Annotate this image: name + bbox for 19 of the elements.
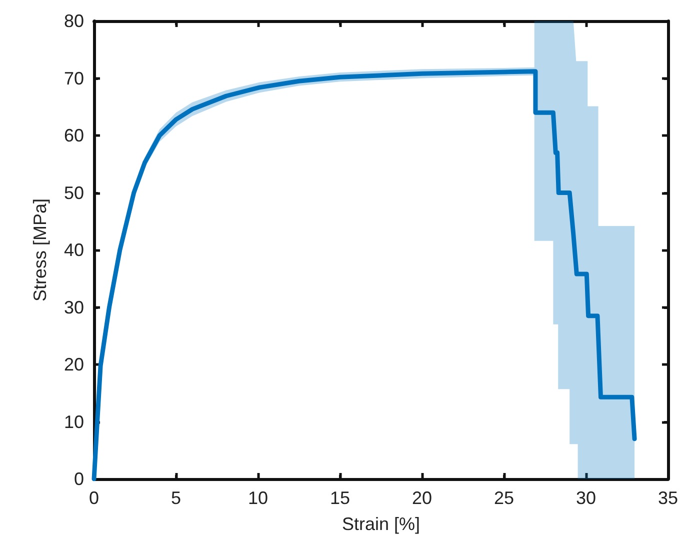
x-tick-label: 25 [494,488,514,508]
y-tick-label: 70 [64,68,84,88]
y-tick-label: 10 [64,412,84,432]
x-tick-label: 10 [248,488,268,508]
x-tick-label: 35 [658,488,678,508]
y-tick-label: 30 [64,297,84,318]
y-tick-label: 50 [64,182,84,203]
x-tick-label: 15 [330,488,350,508]
y-axis-title: Stress [MPa] [30,198,50,302]
x-tick-label: 30 [576,488,596,508]
y-tick-label: 20 [64,354,84,374]
x-tick-label: 20 [412,488,432,508]
x-tick-label: 5 [170,488,182,508]
y-tick-label: 80 [64,11,84,31]
x-tick-label: 0 [88,488,100,508]
y-tick-label: 40 [64,240,84,260]
x-axis-title: Strain [%] [342,514,420,534]
y-tick-label: 60 [64,126,84,146]
y-tick-label: 0 [74,469,84,489]
